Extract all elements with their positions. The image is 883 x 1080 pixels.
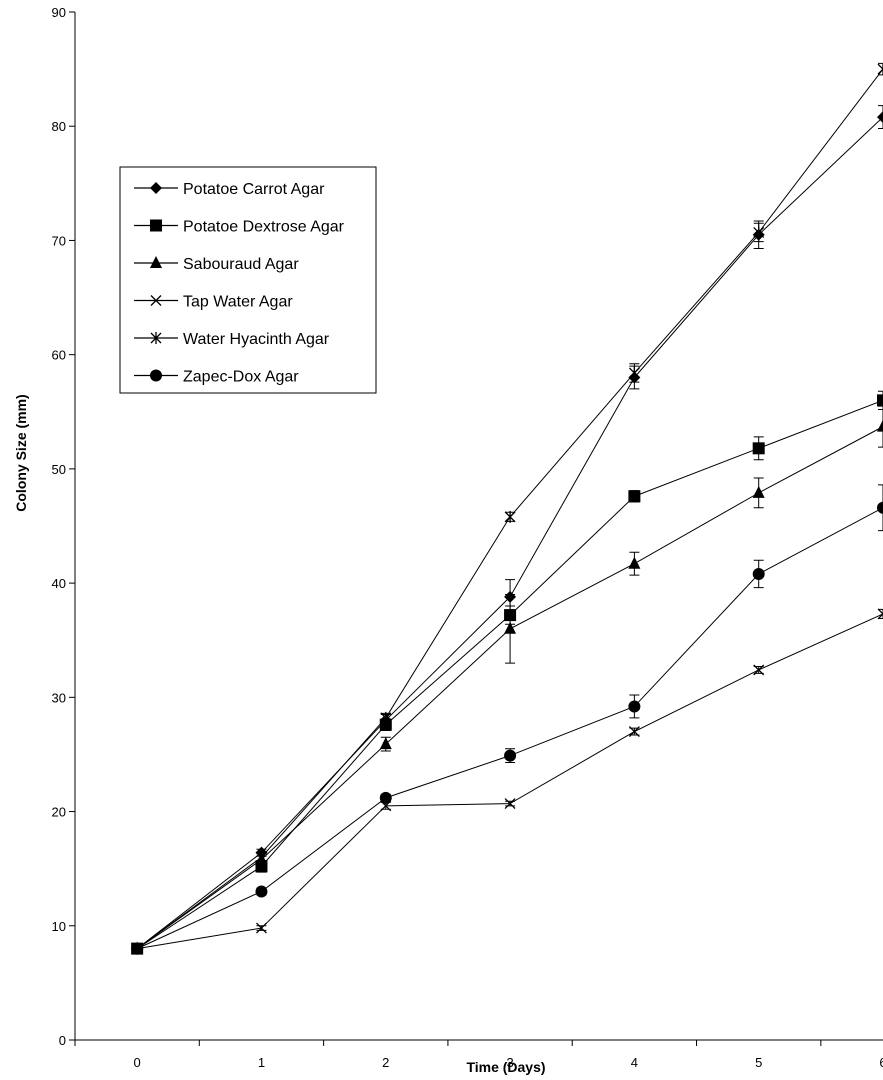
legend-item: Tap Water Agar <box>134 294 293 311</box>
legend-item: Zapec-Dox Agar <box>134 369 299 386</box>
x-tick-label: 4 <box>631 1055 638 1070</box>
y-tick-label: 10 <box>52 919 66 934</box>
data-point <box>504 621 517 634</box>
legend-item: Potatoe Dextrose Agar <box>134 219 345 236</box>
legend-item: Water Hyacinth Agar <box>134 331 330 348</box>
error-bar <box>878 62 883 76</box>
legend-label: Water Hyacinth Agar <box>183 331 330 348</box>
series-5 <box>131 62 883 955</box>
data-point <box>628 726 640 738</box>
data-point <box>877 111 883 124</box>
legend-marker <box>150 295 162 306</box>
data-point <box>752 485 765 498</box>
error-bar <box>878 105 883 130</box>
data-point <box>877 501 883 514</box>
data-point <box>504 510 516 523</box>
y-tick-label: 20 <box>52 805 66 820</box>
data-point <box>628 700 641 713</box>
series-3 <box>131 405 883 954</box>
legend-label: Tap Water Agar <box>183 294 293 311</box>
data-point <box>255 885 268 898</box>
legend-label: Potatoe Carrot Agar <box>183 181 325 198</box>
x-tick-label: 2 <box>382 1055 389 1070</box>
legend: Potatoe Carrot Agar Potatoe Dextrose Agar… <box>119 166 377 394</box>
data-point <box>504 798 516 810</box>
y-tick-label: 90 <box>52 5 66 20</box>
y-tick-label: 40 <box>52 576 66 591</box>
legend-marker <box>150 182 162 194</box>
x-tick-label: 1 <box>258 1055 265 1070</box>
data-point <box>380 711 392 724</box>
y-axis-title: Colony Size (mm) <box>13 394 29 511</box>
data-point <box>628 366 640 379</box>
data-point <box>877 394 883 407</box>
data-point <box>504 749 517 762</box>
data-point <box>877 608 883 620</box>
legend-marker <box>150 332 162 344</box>
data-point <box>628 490 641 503</box>
axes: 0 10 20 30 40 50 60 70 80 90 0 1 2 3 4 5 6 <box>52 5 883 1070</box>
error-bar <box>878 390 883 410</box>
data-point <box>877 63 883 76</box>
data-point <box>753 226 765 239</box>
x-axis-title: Time (Days) <box>466 1059 545 1075</box>
data-point <box>256 851 267 864</box>
series-4 <box>131 608 883 955</box>
x-tick-label: 6 <box>879 1055 883 1070</box>
data-point <box>256 922 267 934</box>
error-bar <box>878 484 883 532</box>
y-tick-label: 80 <box>52 119 66 134</box>
series-6 <box>131 484 883 955</box>
legend-label: Potatoe Dextrose Agar <box>183 219 345 236</box>
error-bar <box>878 608 883 620</box>
y-tick-label: 30 <box>52 690 66 705</box>
series-line <box>136 507 883 950</box>
data-point <box>628 556 641 569</box>
data-point <box>131 942 144 955</box>
series-line <box>136 426 883 950</box>
legend-label: Sabouraud Agar <box>183 256 299 273</box>
y-tick-label: 50 <box>52 462 66 477</box>
data-point <box>753 664 765 676</box>
x-tick-label: 5 <box>755 1055 762 1070</box>
legend-item: Sabouraud Agar <box>134 256 299 273</box>
data-point <box>752 442 765 455</box>
legend-item: Potatoe Carrot Agar <box>134 181 325 198</box>
plot-area <box>131 62 883 955</box>
data-point <box>877 419 883 432</box>
legend-label: Zapec-Dox Agar <box>183 369 299 386</box>
y-tick-label: 60 <box>52 348 66 363</box>
legend-marker <box>150 369 162 382</box>
error-bar <box>878 405 883 448</box>
series-line <box>137 613 883 950</box>
x-tick-label: 3 <box>506 1055 513 1070</box>
y-tick-label: 70 <box>52 233 66 248</box>
y-tick-label: 0 <box>59 1033 66 1048</box>
data-point <box>379 737 392 750</box>
x-tick-label: 0 <box>134 1055 141 1070</box>
legend-box <box>119 166 377 394</box>
data-point <box>379 791 392 804</box>
data-point <box>752 567 765 580</box>
legend-marker <box>150 219 162 232</box>
legend-marker <box>150 256 162 268</box>
